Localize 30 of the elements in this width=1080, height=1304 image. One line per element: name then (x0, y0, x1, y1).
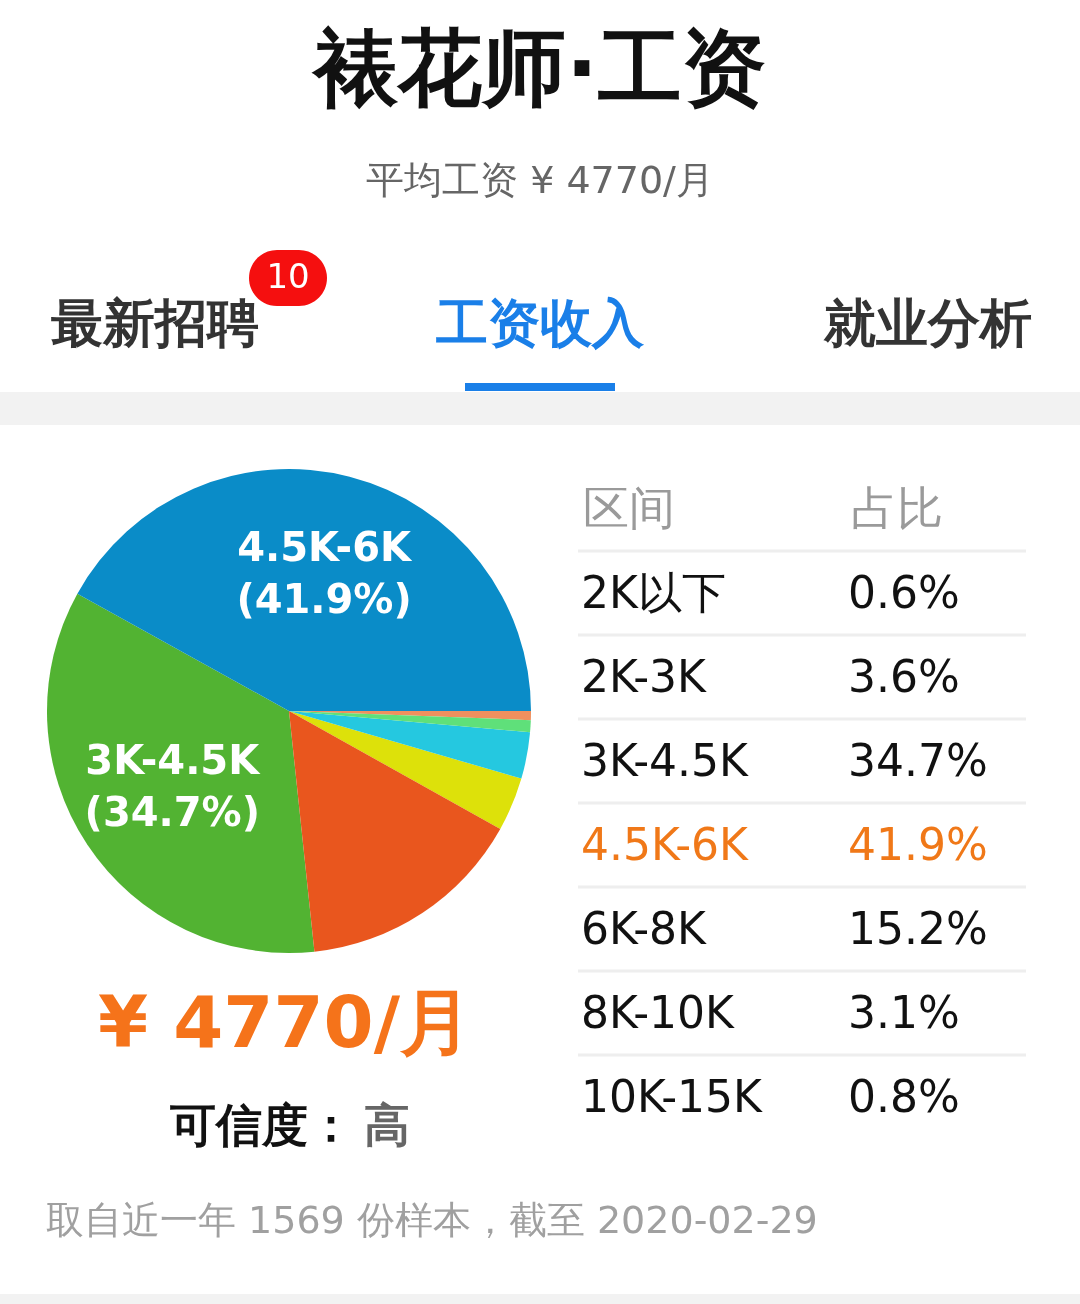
category-label: 2K以下 (581, 567, 726, 618)
slice-label: 3K-4.5K (85, 737, 262, 784)
category-label: 3K-4.5K (581, 735, 750, 786)
data-label: 0.8% (848, 1071, 960, 1122)
text: 可信度： (170, 1098, 354, 1152)
data-label: (34.7%) (84, 789, 260, 836)
category-label: 10K-15K (581, 1071, 764, 1122)
chart-subtitle: 平均工资 ¥ 4770/月 (366, 158, 714, 202)
text: ¥ 4770/月 (98, 980, 472, 1064)
text: 最新招聘 (51, 293, 259, 353)
text: 高 (364, 1098, 410, 1152)
text: 就业分析 (823, 293, 1032, 353)
category-label: 2K-3K (581, 651, 708, 702)
text: 工资收入 (436, 293, 645, 353)
category-label: 6K-8K (581, 903, 708, 954)
data-label: (41.9%) (236, 576, 412, 623)
chart-title: 裱花师·工资 (311, 19, 766, 117)
data-label: 3.6% (848, 651, 960, 702)
data-label: 3.1% (848, 987, 960, 1038)
category-label: 4.5K-6K (581, 819, 750, 870)
text: 取自近一年 1569 份样本，截至 2020-02-29 (46, 1198, 818, 1242)
data-label: 15.2% (848, 903, 988, 954)
data-label: 0.6% (848, 567, 960, 618)
data-label: 41.9% (848, 819, 988, 870)
category-label: 8K-10K (581, 987, 736, 1038)
text: 占比 (851, 481, 943, 535)
text: 10 (266, 256, 310, 296)
text: 区间 (583, 481, 675, 535)
data-label: 34.7% (848, 735, 988, 786)
slice-label: 4.5K-6K (237, 524, 413, 571)
